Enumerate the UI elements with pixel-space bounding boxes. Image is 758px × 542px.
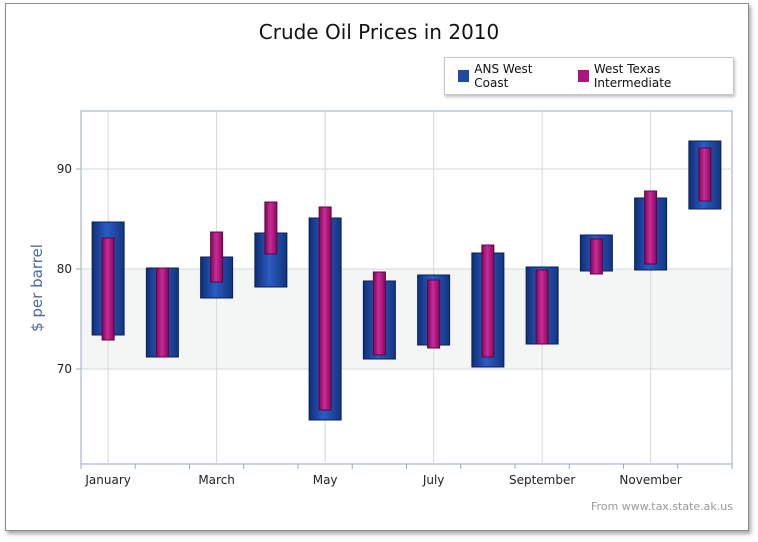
chart-title: Crude Oil Prices in 2010 — [258, 20, 500, 44]
legend-item-ans: ANS West Coast — [458, 62, 565, 90]
x-tick-label: September — [509, 473, 575, 487]
bar-west-texas-intermediate — [427, 279, 441, 349]
bar-west-texas-intermediate — [589, 238, 603, 275]
legend-swatch-ans — [458, 70, 470, 82]
chart-legend: ANS West Coast West Texas Intermediate — [444, 57, 734, 95]
y-tick-label: 90 — [57, 162, 72, 176]
source-note: From www.tax.state.ak.us — [591, 500, 733, 513]
bar-west-texas-intermediate — [644, 190, 658, 265]
bar-west-texas-intermediate — [264, 201, 278, 255]
bar-west-texas-intermediate — [101, 237, 115, 341]
legend-label-ans: ANS West Coast — [474, 62, 533, 90]
legend-swatch-wti — [577, 70, 589, 82]
y-tick-label: 80 — [57, 262, 72, 276]
y-band — [81, 269, 732, 369]
x-tick-label: November — [619, 473, 681, 487]
bar-west-texas-intermediate — [698, 147, 712, 202]
bar-west-texas-intermediate — [535, 269, 549, 345]
y-tick-label: 70 — [57, 362, 72, 376]
legend-item-wti: West Texas Intermediate — [577, 62, 733, 90]
bar-west-texas-intermediate — [210, 231, 224, 283]
bar-west-texas-intermediate — [155, 267, 169, 358]
x-tick-label: January — [84, 473, 131, 487]
x-tick-label: July — [422, 473, 445, 487]
bar-west-texas-intermediate — [372, 271, 386, 356]
x-tick-label: May — [313, 473, 338, 487]
x-tick-label: March — [198, 473, 235, 487]
bar-west-texas-intermediate — [481, 244, 495, 358]
legend-label-wti: West Texas Intermediate — [593, 62, 672, 90]
bar-west-texas-intermediate — [318, 206, 332, 411]
